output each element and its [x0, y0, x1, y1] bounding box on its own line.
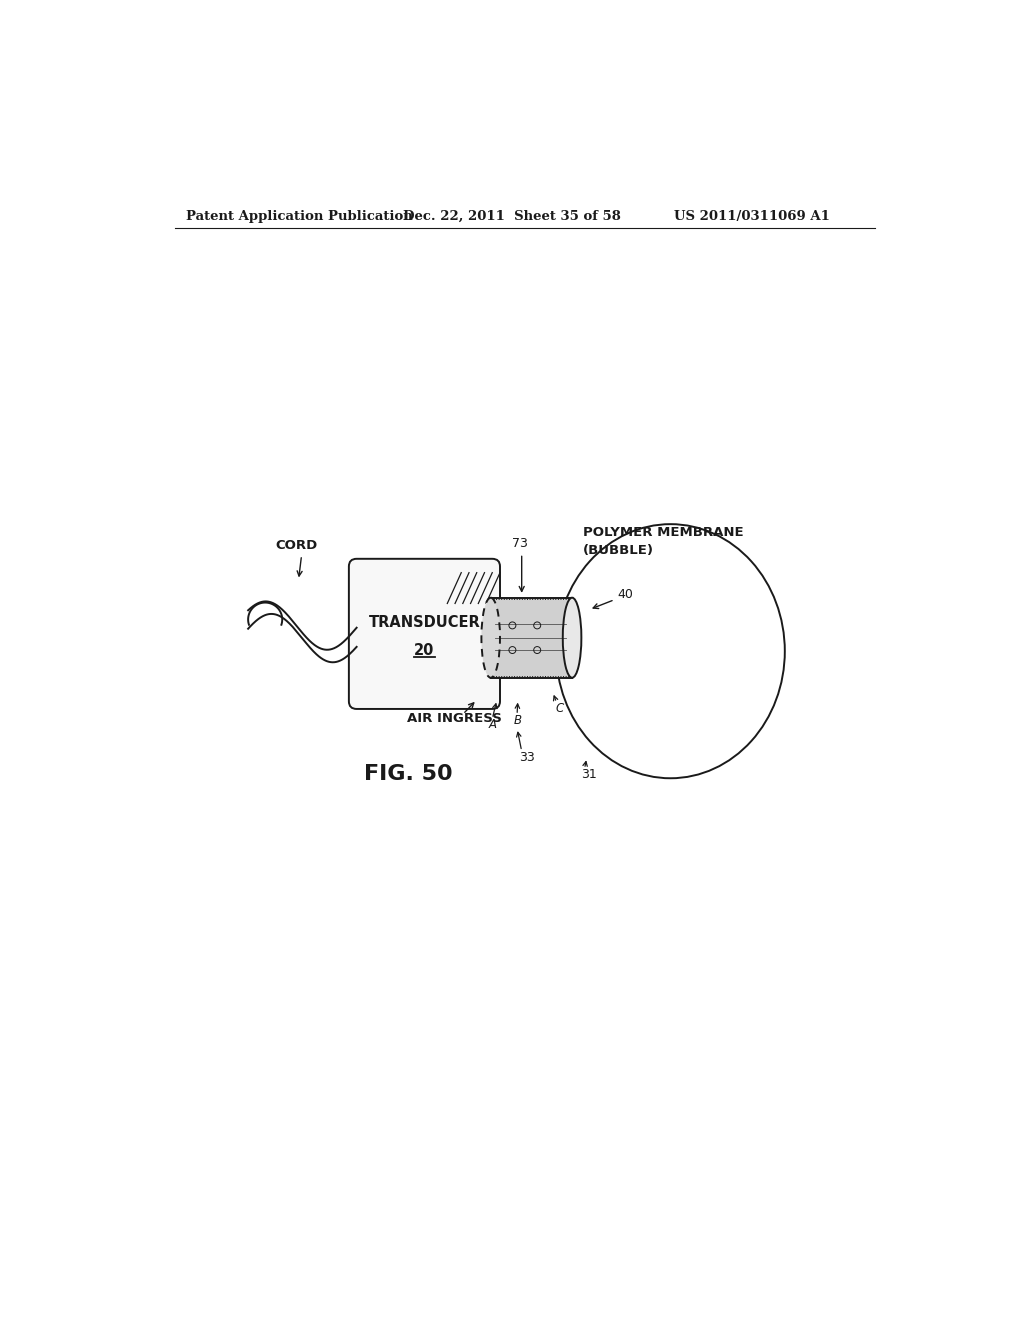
Text: A: A [488, 718, 497, 731]
Text: 73: 73 [512, 537, 527, 550]
Text: 20: 20 [415, 643, 434, 659]
Text: Patent Application Publication: Patent Application Publication [186, 210, 413, 223]
Ellipse shape [563, 598, 582, 677]
FancyBboxPatch shape [349, 558, 500, 709]
Ellipse shape [481, 598, 500, 677]
Text: US 2011/0311069 A1: US 2011/0311069 A1 [675, 210, 830, 223]
Text: AIR INGRESS: AIR INGRESS [407, 713, 502, 726]
Text: 33: 33 [519, 751, 536, 764]
Text: C: C [556, 702, 564, 714]
Text: 40: 40 [617, 589, 634, 602]
Text: TRANSDUCER: TRANSDUCER [369, 615, 480, 630]
Text: B: B [514, 714, 522, 727]
Bar [490, 598, 572, 677]
Text: FIG. 50: FIG. 50 [365, 764, 453, 784]
Text: POLYMER MEMBRANE
(BUBBLE): POLYMER MEMBRANE (BUBBLE) [583, 527, 743, 557]
Text: CORD: CORD [275, 539, 317, 552]
Text: 31: 31 [581, 768, 596, 781]
Text: Dec. 22, 2011  Sheet 35 of 58: Dec. 22, 2011 Sheet 35 of 58 [403, 210, 621, 223]
